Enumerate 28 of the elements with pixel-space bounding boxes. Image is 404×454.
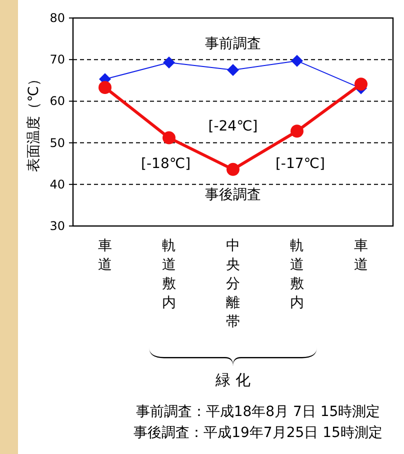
- y-tick-label: 70: [50, 52, 65, 67]
- x-tick-label: 軌道敷内: [290, 238, 304, 311]
- annotation: [-18℃]: [141, 156, 191, 172]
- point: [163, 56, 175, 69]
- point: [354, 78, 368, 91]
- x-tick-label: 車道: [354, 238, 368, 273]
- text: 緑 化: [214, 371, 250, 389]
- y-axis-title: 表面温度（℃）: [26, 72, 42, 172]
- annotation: [-17℃]: [275, 156, 325, 172]
- x-tick-label: 車道: [98, 238, 112, 273]
- point: [291, 54, 303, 67]
- point: [290, 124, 304, 138]
- point: [227, 64, 239, 76]
- x-tick-label: 軌道敷内: [162, 238, 176, 311]
- text: 事後調査：平成19年7月25日 15時測定: [134, 425, 382, 441]
- y-tick-label: 60: [50, 94, 65, 108]
- point: [162, 131, 176, 144]
- series-label: 事前調査: [205, 36, 261, 52]
- y-tick-label: 50: [50, 136, 65, 150]
- series-label: 事後調査: [205, 187, 261, 203]
- y-tick-label: 80: [50, 11, 65, 25]
- point: [98, 80, 112, 94]
- annotation: [-24℃]: [208, 118, 258, 134]
- y-tick-label: 40: [50, 177, 65, 192]
- x-tick-label: 中央分離帯: [226, 238, 240, 330]
- point: [226, 162, 240, 176]
- text: 事前調査：平成18年8月 7日 15時測定: [136, 404, 380, 420]
- y-tick-label: 30: [50, 219, 65, 233]
